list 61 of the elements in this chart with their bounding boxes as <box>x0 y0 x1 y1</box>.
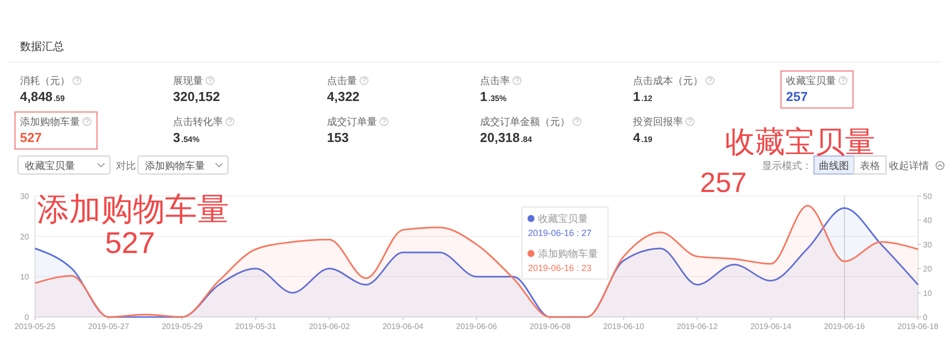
annotation: 257 <box>700 167 747 198</box>
text: 显示模式： <box>762 160 812 172</box>
x-tick-label: 2019-05-31 <box>235 322 277 331</box>
y2-tick-label: 20 <box>923 264 932 274</box>
text: 1.12 <box>633 89 653 104</box>
x-tick-label: 2019-06-12 <box>676 322 718 331</box>
y2-tick-label: 40 <box>923 216 932 226</box>
y-tick-label: 10 <box>20 272 30 282</box>
category-label: 收藏宝贝量 <box>786 75 836 87</box>
text: 对比 <box>116 160 136 172</box>
text: 257 <box>786 89 808 104</box>
text: 曲线图 <box>819 160 849 172</box>
text: 表格 <box>860 160 880 172</box>
category-label: 点击转化率 <box>173 116 223 128</box>
annotation: 527 <box>105 227 156 260</box>
category-label: 点击成本（元） <box>633 75 703 87</box>
text: 527 <box>20 130 42 145</box>
x-tick-label: 2019-06-08 <box>530 322 572 331</box>
x-tick-label: 2019-05-25 <box>14 322 56 331</box>
text: 收起详情 <box>889 160 929 172</box>
y-tick-label: 20 <box>20 232 30 242</box>
category-label: 成交订单量 <box>327 116 377 128</box>
category-label: 成交订单金额（元） <box>480 116 570 128</box>
y-tick-label: 0 <box>24 313 30 322</box>
y2-tick-label: 0 <box>923 313 928 322</box>
text: 1.35% <box>480 89 506 104</box>
category-label: 点击率 <box>480 75 510 87</box>
text: 3.54% <box>173 130 200 145</box>
y2-tick-label: 50 <box>923 192 932 201</box>
x-tick-label: 2019-06-16 <box>824 322 866 331</box>
text: 添加购物车量 <box>145 160 205 172</box>
legend-label: 添加购物车量 <box>538 248 598 260</box>
text: 4.19 <box>633 130 653 145</box>
x-tick-label: 2019-06-10 <box>603 322 645 331</box>
y-tick-label: 30 <box>20 192 30 201</box>
category-label: 添加购物车量 <box>20 116 80 128</box>
text: 4,322 <box>327 89 360 104</box>
category-label: 展现量 <box>173 76 203 87</box>
y2-tick-label: 10 <box>923 288 932 298</box>
x-tick-label: 2019-06-04 <box>382 322 424 331</box>
category-label: 点击量 <box>327 75 357 87</box>
annotation: 2019-06-16 : 27 <box>528 228 592 238</box>
text: 数据汇总 <box>20 40 64 53</box>
legend-label: 收藏宝贝量 <box>538 213 588 225</box>
text: 20,318.84 <box>480 130 532 145</box>
x-tick-label: 2019-06-18 <box>898 322 940 331</box>
x-tick-label: 2019-06-02 <box>308 322 350 331</box>
annotation: 添加购物车量 <box>37 191 229 227</box>
x-tick-label: 2019-05-27 <box>88 322 130 331</box>
text: 4,848.59 <box>20 89 66 104</box>
annotation: 2019-06-16 : 23 <box>528 263 592 273</box>
y2-tick-label: 30 <box>923 240 932 250</box>
x-tick-label: 2019-06-14 <box>750 322 792 331</box>
x-tick-label: 2019-06-06 <box>456 322 498 331</box>
text: 320,152 <box>173 89 220 104</box>
text: 153 <box>327 130 349 145</box>
text: 收藏宝贝量 <box>725 126 875 159</box>
text: 收藏宝贝量 <box>25 160 75 172</box>
category-label: 消耗（元） <box>20 75 70 87</box>
x-tick-label: 2019-05-29 <box>162 322 204 331</box>
category-label: 投资回报率 <box>632 116 683 128</box>
